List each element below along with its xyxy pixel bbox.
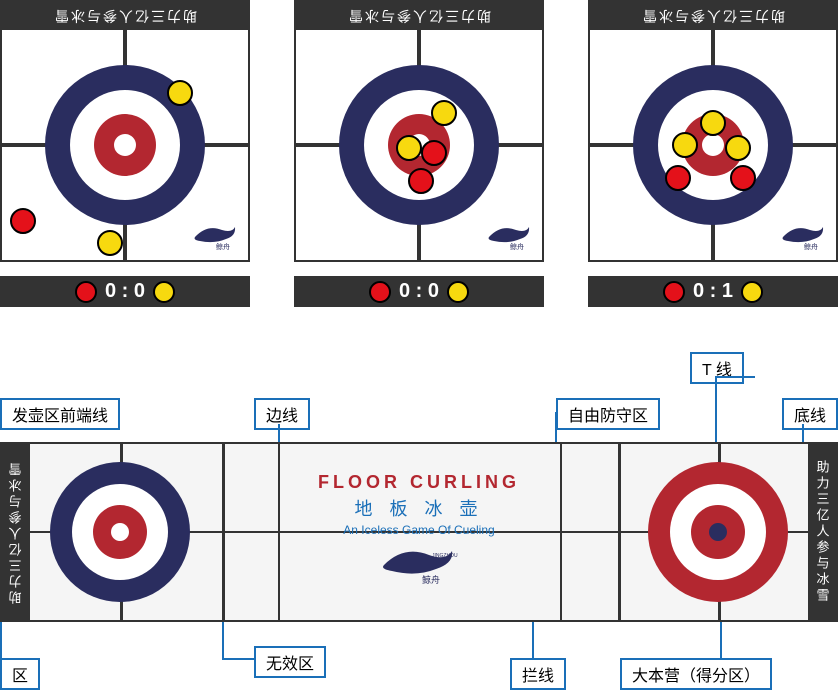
board-header: 助力三亿人参与冰雪 bbox=[590, 2, 836, 30]
whale-logo: 鲸舟 bbox=[484, 222, 534, 252]
score-bar: 0 : 0 bbox=[0, 276, 250, 307]
board-header: 助力三亿人参与冰雪 bbox=[2, 2, 248, 30]
score-bar: 0 : 1 bbox=[588, 276, 838, 307]
label-front-line: 发壶区前端线 bbox=[0, 398, 120, 430]
score-text: 0 : 1 bbox=[693, 280, 733, 303]
score-stone-right bbox=[741, 281, 763, 303]
v-line bbox=[222, 444, 225, 620]
target-area: 鲸舟 bbox=[296, 30, 542, 260]
title-en: FLOOR CURLING bbox=[269, 472, 569, 493]
score-stone-left bbox=[369, 281, 391, 303]
label-side-line: 边线 bbox=[254, 398, 310, 430]
score-text: 0 : 0 bbox=[399, 280, 439, 303]
stone bbox=[408, 168, 434, 194]
pointer bbox=[0, 622, 2, 658]
game-panel: 助力三亿人参与冰雪鲸舟 0 : 0 bbox=[0, 0, 250, 307]
svg-text:鲸舟: 鲸舟 bbox=[510, 242, 524, 251]
label-invalid-left: 区 bbox=[0, 658, 40, 690]
whale-logo: 鲸舟 bbox=[778, 222, 828, 252]
game-panels-row: 助力三亿人参与冰雪鲸舟0 : 0助力三亿人参与冰雪鲸舟0 : 0助力三亿人参与冰… bbox=[0, 0, 838, 307]
game-board: 助力三亿人参与冰雪鲸舟 bbox=[294, 0, 544, 262]
stone bbox=[725, 135, 751, 161]
stone bbox=[10, 208, 36, 234]
board-header: 助力三亿人参与冰雪 bbox=[296, 2, 542, 30]
pointer bbox=[278, 424, 280, 444]
svg-text:JINGZHOU: JINGZHOU bbox=[432, 553, 458, 559]
stone bbox=[700, 110, 726, 136]
pointer bbox=[715, 376, 717, 444]
stone bbox=[431, 100, 457, 126]
score-stone-left bbox=[663, 281, 685, 303]
score-stone-right bbox=[447, 281, 469, 303]
svg-text:鲸舟: 鲸舟 bbox=[422, 574, 440, 585]
stone bbox=[396, 135, 422, 161]
sheet-center-text: FLOOR CURLING 地 板 冰 壶 An Iceless Game Of… bbox=[269, 472, 569, 592]
whale-logo: 鲸舟 JINGZHOU bbox=[269, 543, 569, 592]
pointer bbox=[802, 424, 804, 444]
game-board: 助力三亿人参与冰雪鲸舟 bbox=[588, 0, 838, 262]
pointer bbox=[715, 376, 755, 378]
score-bar: 0 : 0 bbox=[294, 276, 544, 307]
label-back-line: 底线 bbox=[782, 398, 838, 430]
stone bbox=[672, 132, 698, 158]
sheet-ring-center bbox=[111, 523, 129, 541]
score-stone-left bbox=[75, 281, 97, 303]
pointer bbox=[222, 622, 224, 658]
stone bbox=[665, 165, 691, 191]
score-text: 0 : 0 bbox=[105, 280, 145, 303]
label-free-guard: 自由防守区 bbox=[556, 398, 660, 430]
sheet-target-right bbox=[648, 462, 788, 602]
svg-text:鲸舟: 鲸舟 bbox=[804, 242, 818, 251]
end-bar-right: 助力三亿人参与冰雪 bbox=[808, 444, 836, 620]
score-stone-right bbox=[153, 281, 175, 303]
title-zh: 地 板 冰 壶 bbox=[269, 495, 569, 521]
label-house: 大本营（得分区） bbox=[620, 658, 772, 690]
stone bbox=[730, 165, 756, 191]
svg-text:鲸舟: 鲸舟 bbox=[216, 242, 230, 251]
ring-center bbox=[114, 134, 136, 156]
game-panel: 助力三亿人参与冰雪鲸舟 0 : 1 bbox=[588, 0, 838, 307]
pointer bbox=[222, 658, 254, 660]
sheet-target-left bbox=[50, 462, 190, 602]
game-board: 助力三亿人参与冰雪鲸舟 bbox=[0, 0, 250, 262]
curling-sheet: 助力三亿人参与冰雪 FLOOR CURLING 地 板 冰 壶 An Icele… bbox=[0, 442, 838, 622]
sheet-ring-center bbox=[709, 523, 727, 541]
label-hog-line: 拦线 bbox=[510, 658, 566, 690]
pointer bbox=[532, 622, 534, 658]
pointer bbox=[720, 622, 722, 658]
target-area: 鲸舟 bbox=[2, 30, 248, 260]
v-line bbox=[618, 444, 621, 620]
game-panel: 助力三亿人参与冰雪鲸舟 0 : 0 bbox=[294, 0, 544, 307]
target-area: 鲸舟 bbox=[590, 30, 836, 260]
subtitle-en: An Iceless Game Of Cueling bbox=[269, 523, 569, 537]
sheet-field: FLOOR CURLING 地 板 冰 壶 An Iceless Game Of… bbox=[30, 444, 808, 620]
label-invalid-zone: 无效区 bbox=[254, 646, 326, 678]
stone bbox=[421, 140, 447, 166]
end-bar-left: 助力三亿人参与冰雪 bbox=[2, 444, 30, 620]
ring-center bbox=[702, 134, 724, 156]
whale-logo: 鲸舟 bbox=[190, 222, 240, 252]
stone bbox=[167, 80, 193, 106]
stone bbox=[97, 230, 123, 256]
